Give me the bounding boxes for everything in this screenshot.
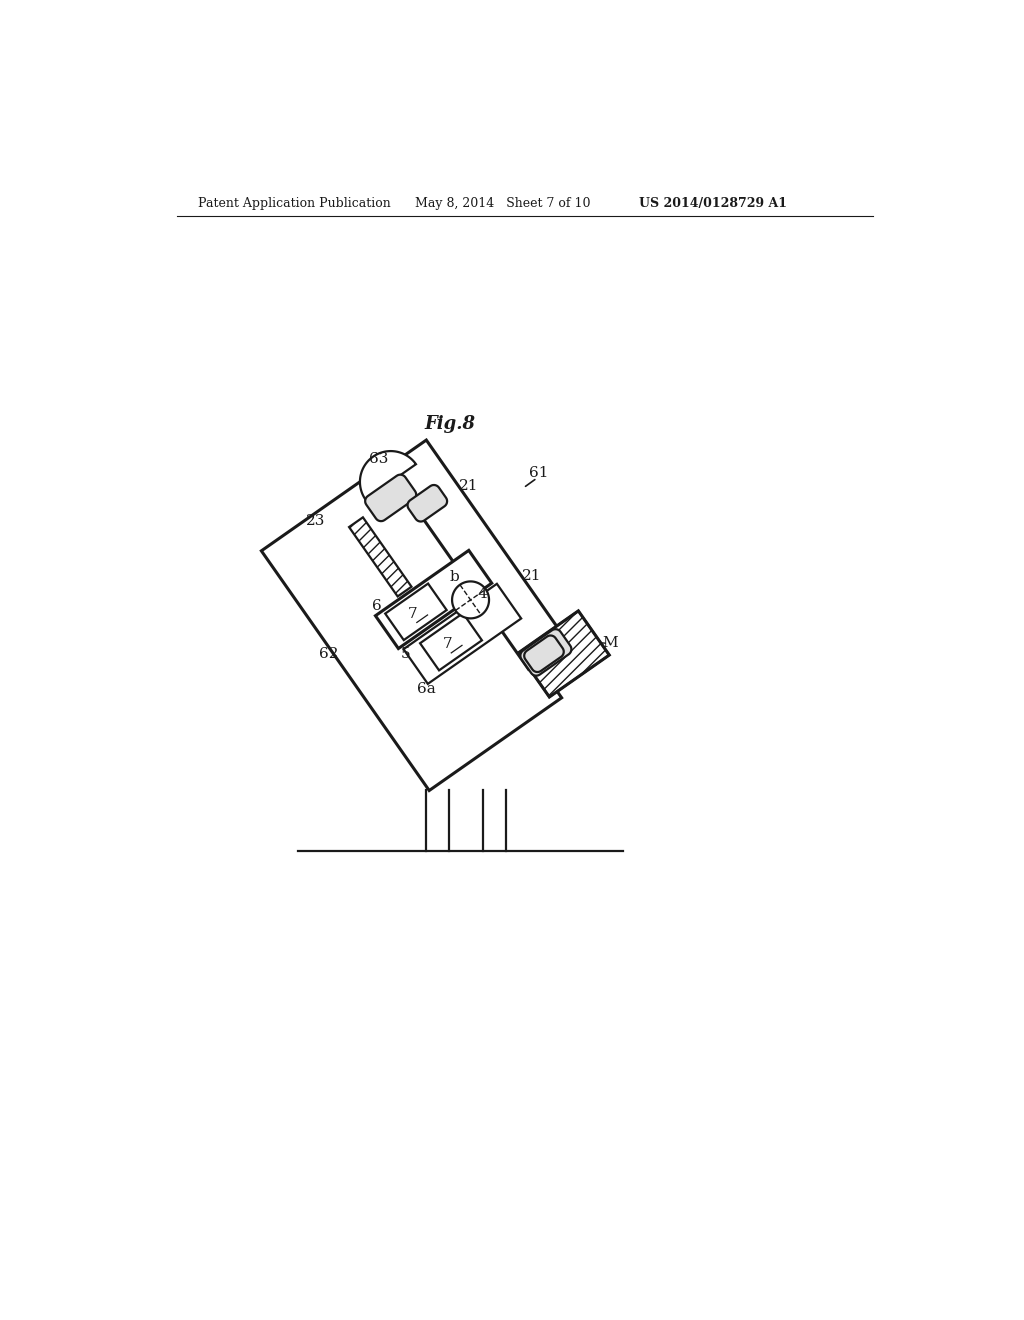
Polygon shape [360, 451, 416, 499]
Text: Patent Application Publication: Patent Application Publication [199, 197, 391, 210]
Polygon shape [387, 440, 567, 669]
Text: Fig.8: Fig.8 [425, 414, 475, 433]
Text: 62: 62 [318, 648, 339, 661]
Text: 6a: 6a [417, 682, 435, 696]
Polygon shape [524, 635, 564, 672]
Text: US 2014/0128729 A1: US 2014/0128729 A1 [639, 197, 786, 210]
Polygon shape [376, 550, 492, 648]
Text: May 8, 2014   Sheet 7 of 10: May 8, 2014 Sheet 7 of 10 [416, 197, 591, 210]
Text: 63: 63 [369, 451, 388, 466]
Text: 21: 21 [460, 479, 479, 494]
Text: 4: 4 [477, 586, 487, 601]
Polygon shape [452, 581, 489, 618]
Polygon shape [518, 611, 609, 697]
Text: 21: 21 [522, 569, 542, 582]
Text: 23: 23 [306, 515, 326, 528]
Polygon shape [403, 583, 521, 684]
Polygon shape [520, 630, 571, 676]
Polygon shape [366, 475, 416, 521]
Polygon shape [261, 458, 561, 791]
Text: 6: 6 [372, 599, 381, 614]
Text: 7: 7 [408, 607, 417, 622]
Text: 61: 61 [529, 466, 549, 479]
Text: 7: 7 [442, 638, 452, 651]
Polygon shape [420, 614, 482, 671]
Text: M: M [603, 636, 618, 651]
Polygon shape [385, 583, 446, 640]
Text: b: b [450, 569, 459, 583]
Polygon shape [349, 517, 412, 597]
Polygon shape [408, 484, 447, 521]
Text: 5: 5 [401, 647, 411, 661]
